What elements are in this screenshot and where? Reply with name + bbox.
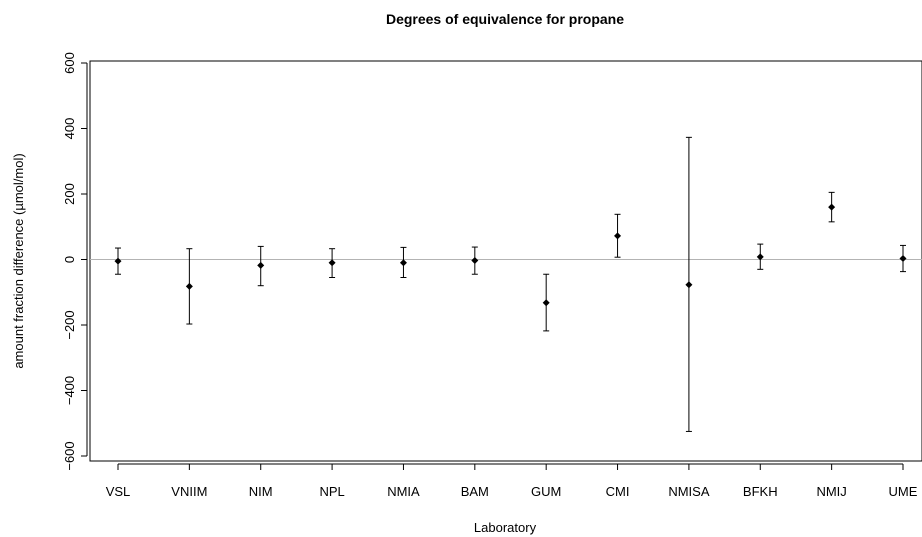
data-point — [685, 281, 693, 289]
x-tick-label: CMI — [606, 484, 630, 499]
y-tick-label: −200 — [62, 310, 77, 339]
x-axis-label: Laboratory — [474, 520, 537, 535]
data-point — [542, 299, 550, 307]
x-tick-label: NMIJ — [816, 484, 846, 499]
x-tick-label: GUM — [531, 484, 561, 499]
data-point — [899, 255, 907, 263]
data-point — [114, 257, 122, 265]
x-axis: VSL VNIIM NIM NPL NMIA BAM GUM CMI NMISA BFKH NMIJ… — [106, 463, 918, 499]
y-axis: −600 −400 −200 0 200 400 600 — [62, 52, 88, 471]
x-tick-label: BAM — [461, 484, 489, 499]
y-tick-label: 200 — [62, 183, 77, 205]
x-tick-label: UME — [889, 484, 918, 499]
data-marks — [114, 136, 907, 432]
x-tick-label: BFKH — [743, 484, 778, 499]
x-tick-label: VNIIM — [171, 484, 207, 499]
y-tick-label: −400 — [62, 376, 77, 405]
x-tick-label: NMISA — [668, 484, 710, 499]
y-tick-label: 0 — [62, 256, 77, 263]
data-point — [828, 203, 836, 211]
x-tick-label: VSL — [106, 484, 131, 499]
chart-title: Degrees of equivalence for propane — [386, 11, 624, 27]
data-point — [185, 282, 193, 290]
data-point — [471, 256, 479, 264]
y-tick-label: 400 — [62, 118, 77, 140]
data-point — [328, 259, 336, 267]
x-tick-label: NMIA — [387, 484, 420, 499]
data-point — [614, 232, 622, 240]
x-tick-label: NIM — [249, 484, 273, 499]
data-point — [257, 261, 265, 269]
x-tick-label: NPL — [319, 484, 344, 499]
y-axis-label: amount fraction difference (µmol/mol) — [11, 153, 26, 368]
y-tick-label: −600 — [62, 441, 77, 470]
data-point — [399, 259, 407, 267]
plot-frame — [89, 60, 922, 462]
data-point — [756, 253, 764, 261]
y-tick-label: 600 — [62, 52, 77, 74]
